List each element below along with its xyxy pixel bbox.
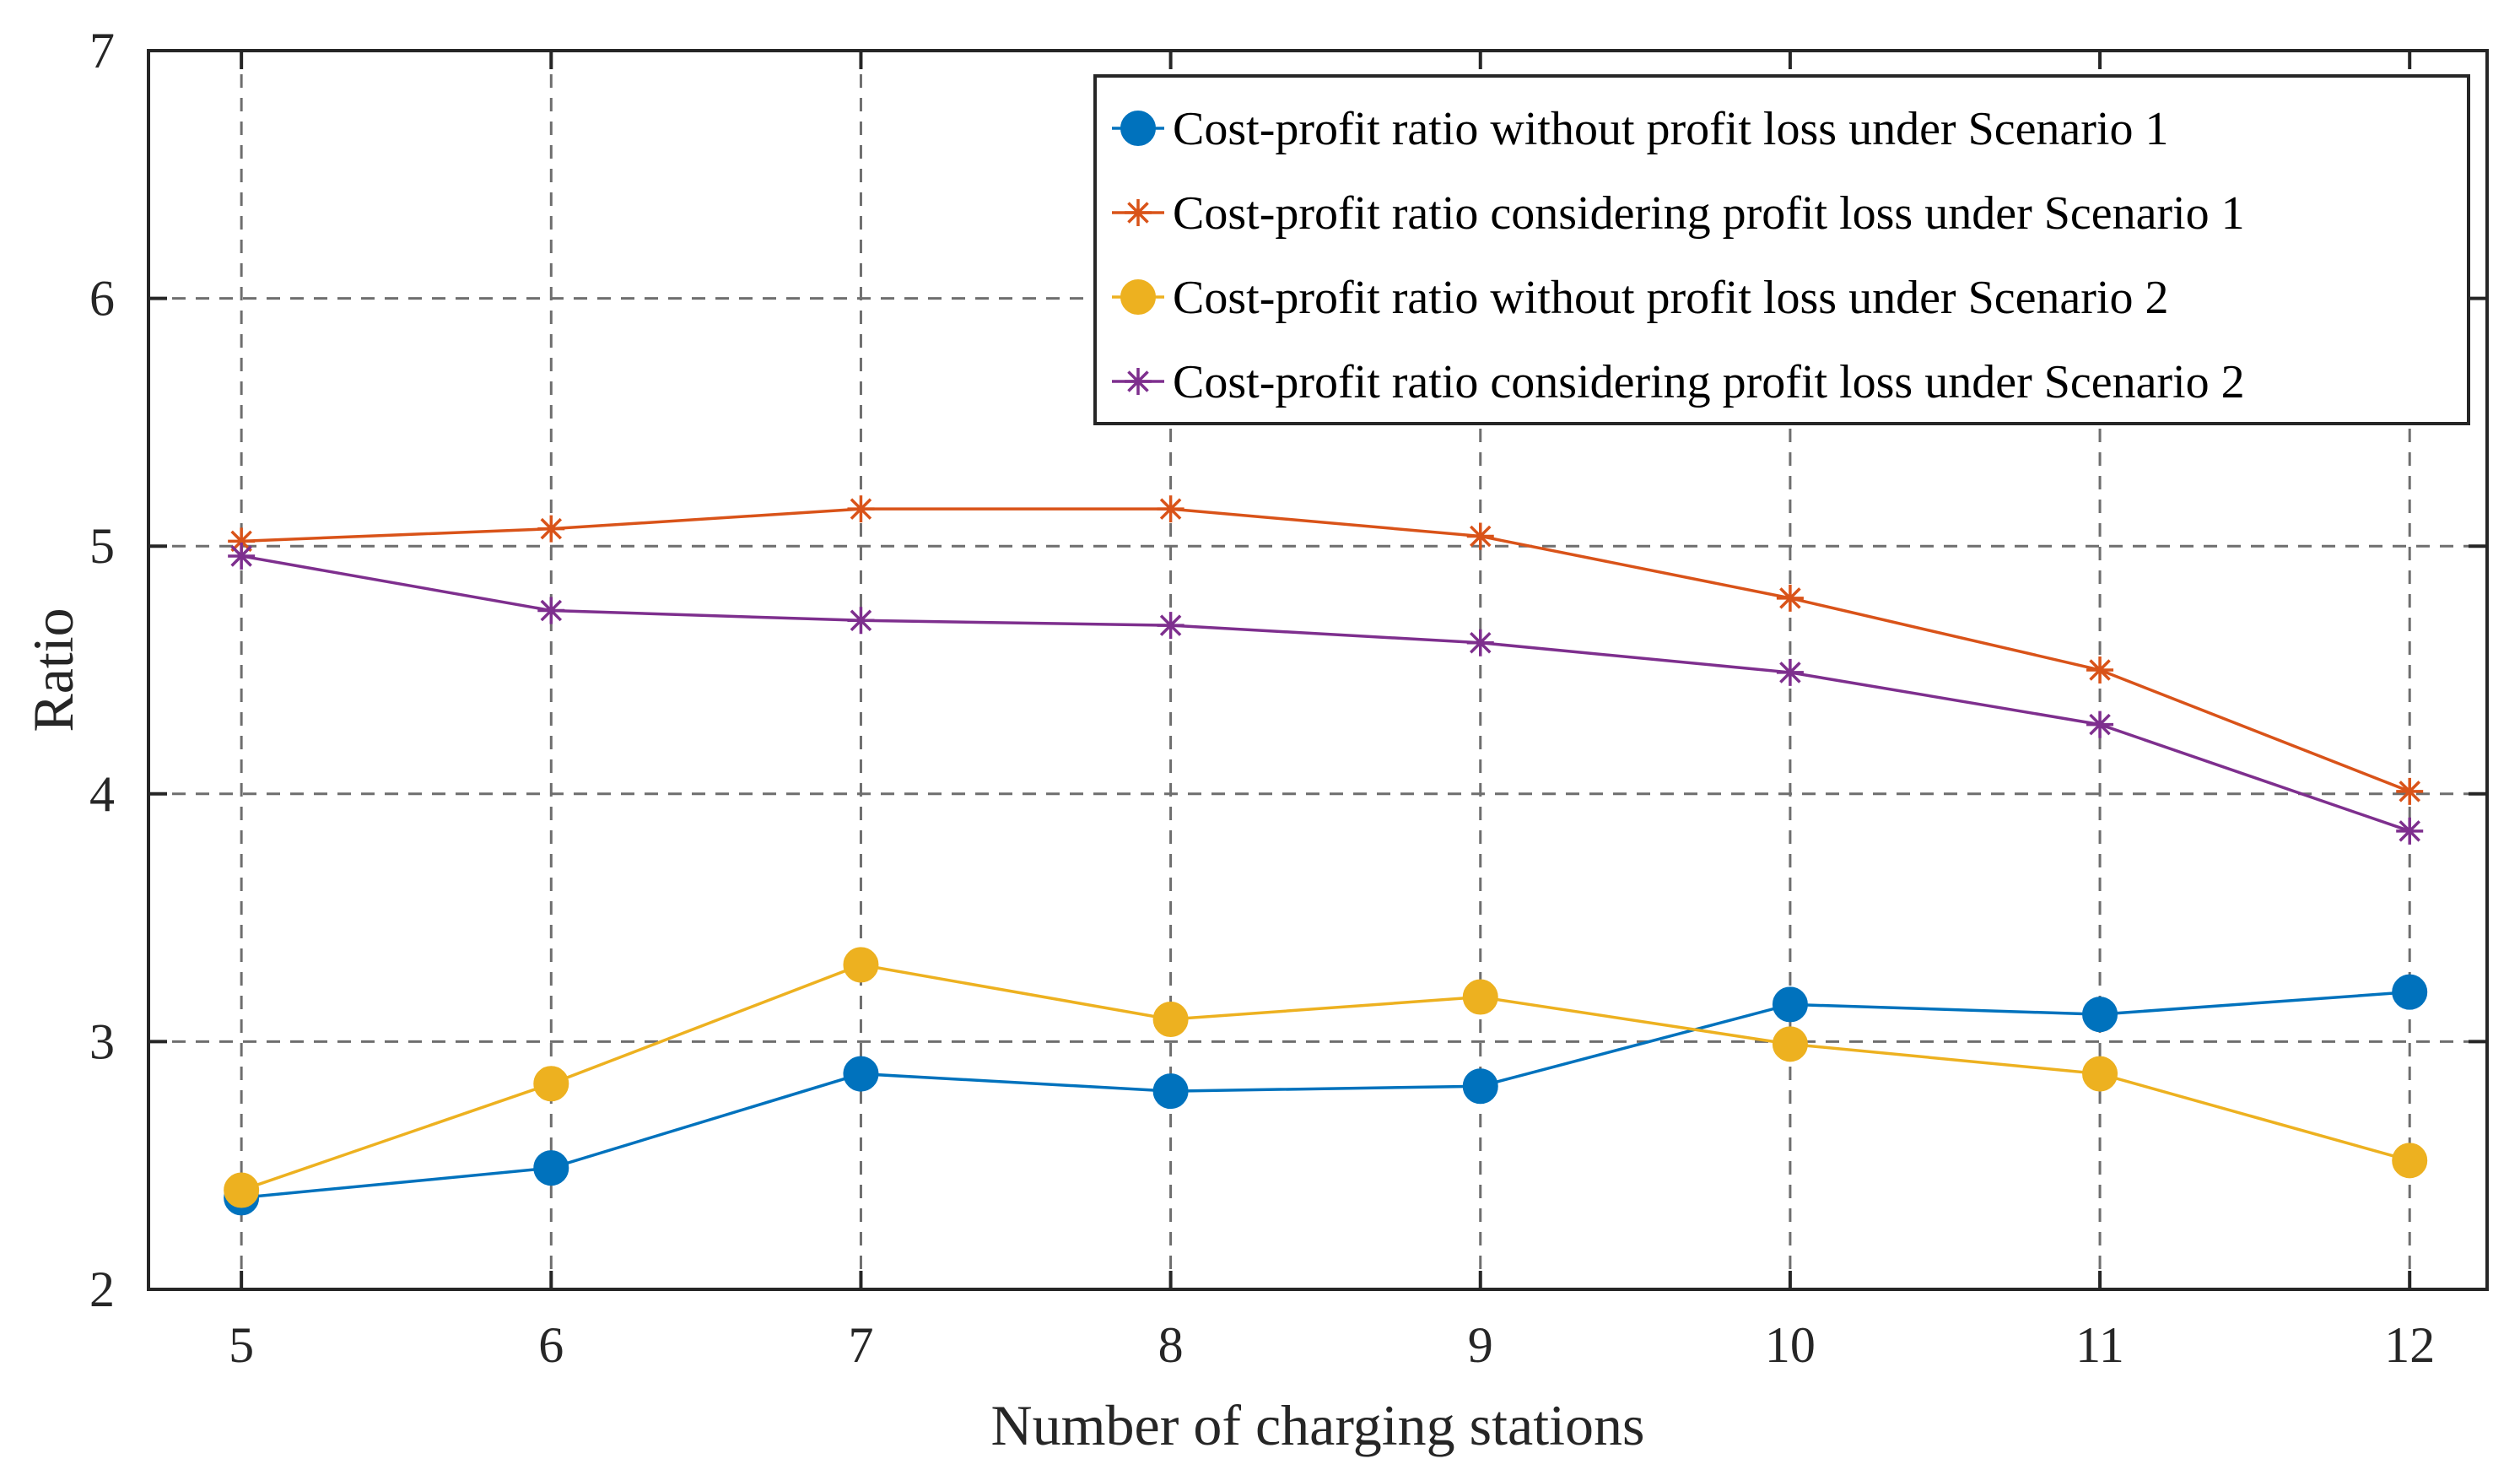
x-axis-ticks: 5 6 7 8 9 10 11 12 (229, 51, 2435, 1373)
series-3-point (224, 1172, 260, 1208)
legend-label: Cost-profit ratio without profit loss un… (1173, 103, 2168, 155)
series-2-point (228, 527, 256, 555)
series-3 (224, 947, 2428, 1208)
legend-marker (1120, 111, 1156, 146)
legend-marker (1125, 199, 1152, 226)
series-2-point (847, 495, 875, 523)
legend-label: Cost-profit ratio considering profit los… (1173, 356, 2245, 408)
legend-item-2: Cost-profit ratio considering profit los… (1112, 187, 2245, 240)
series-1 (224, 974, 2428, 1216)
series-2-point (2396, 777, 2424, 805)
series-4-point (537, 597, 565, 624)
series-2-point (1157, 495, 1184, 523)
legend-item-1: Cost-profit ratio without profit loss un… (1112, 103, 2168, 155)
series-4-point (228, 542, 256, 570)
series-4-point (1466, 629, 1494, 656)
y-tick-label: 5 (89, 518, 115, 574)
series-4-point (847, 607, 875, 635)
series-4-point (1157, 612, 1184, 640)
y-tick-label: 3 (89, 1013, 115, 1069)
x-tick-label: 8 (1158, 1317, 1184, 1373)
x-tick-label: 7 (848, 1317, 873, 1373)
y-tick-label: 2 (89, 1262, 115, 1317)
series-1-line (240, 990, 2410, 1200)
series-3-point (2082, 1056, 2118, 1092)
x-tick-label: 6 (538, 1317, 564, 1373)
legend-item-3: Cost-profit ratio without profit loss un… (1112, 272, 2168, 324)
series-2-point (537, 515, 565, 543)
y-tick-label: 7 (89, 23, 115, 78)
series-3-point (533, 1066, 569, 1102)
series-3-point (1462, 979, 1498, 1015)
legend-item-4: Cost-profit ratio considering profit los… (1112, 356, 2245, 408)
series-1-point (1462, 1068, 1498, 1105)
series-3-point (843, 947, 879, 983)
series-2-line (241, 507, 2410, 793)
x-tick-label: 10 (1765, 1317, 1816, 1373)
legend-marker (1125, 368, 1152, 395)
legend-label: Cost-profit ratio considering profit los… (1173, 187, 2245, 240)
y-axis-ticks: 2 3 4 5 6 7 (89, 23, 2487, 1317)
series-2 (228, 495, 2424, 805)
series-4-point (2396, 817, 2424, 845)
series-1-point (2392, 974, 2428, 1010)
series-2-point (1776, 584, 1804, 612)
y-tick-label: 4 (89, 766, 115, 822)
series-4-point (2086, 710, 2114, 738)
series-2-point (1466, 522, 1494, 550)
legend: Cost-profit ratio without profit loss un… (1093, 74, 2470, 425)
series-layer (224, 495, 2428, 1216)
series-1-point (2082, 997, 2118, 1033)
legend-marker (1120, 279, 1156, 315)
series-3-point (1772, 1026, 1808, 1062)
series-4-line (240, 554, 2410, 833)
legend-label: Cost-profit ratio without profit loss un… (1173, 272, 2168, 324)
plot-area-frame (147, 49, 2489, 1291)
series-4 (228, 542, 2424, 845)
y-tick-label: 6 (89, 271, 115, 327)
x-axis-title: Number of charging stations (991, 1393, 1645, 1457)
series-1-point (1152, 1073, 1189, 1110)
series-3-point (2392, 1143, 2428, 1179)
y-axis-title: Ratio (21, 608, 85, 732)
x-tick-label: 9 (1468, 1317, 1493, 1373)
series-3-line (240, 963, 2410, 1192)
x-tick-label: 12 (2384, 1317, 2435, 1373)
series-1-point (533, 1150, 569, 1186)
x-tick-label: 5 (229, 1317, 254, 1373)
series-1-point (1772, 986, 1808, 1023)
series-3-point (1152, 1001, 1189, 1037)
series-2-point (2086, 656, 2114, 683)
series-1-point (843, 1056, 879, 1092)
legend-box (1093, 74, 2470, 425)
series-4-point (1776, 658, 1804, 686)
x-tick-label: 11 (2075, 1317, 2124, 1373)
